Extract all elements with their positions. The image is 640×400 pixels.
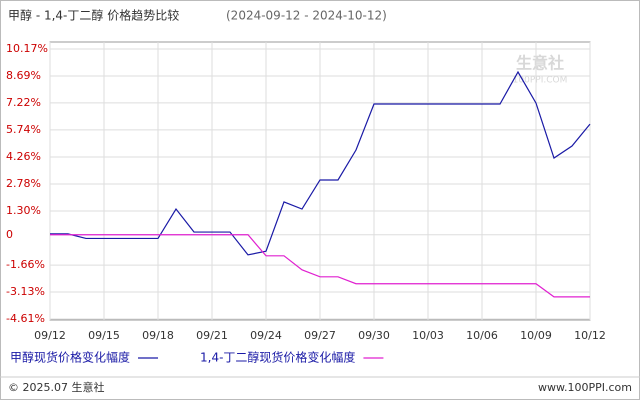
series-line: [50, 70, 591, 256]
footer-left: © 2025.07 生意社: [8, 380, 104, 394]
y-tick-label: -3.13%: [6, 285, 45, 298]
legend-label: 1,4-丁二醇现货价格变化幅度: [200, 350, 355, 365]
y-tick-label: 7.22%: [6, 96, 41, 109]
x-tick-label: 10/09: [520, 329, 552, 342]
chart-title: 甲醇 - 1,4-丁二醇 价格趋势比较: [8, 8, 179, 23]
x-tick-label: 09/30: [358, 329, 390, 342]
y-tick-label: 5.74%: [6, 123, 41, 136]
x-tick-label: 09/27: [304, 329, 336, 342]
y-tick-label: 8.69%: [6, 69, 41, 82]
footer-right: www.100PPI.com: [538, 381, 632, 394]
watermark: 100PPI.COM: [513, 76, 568, 86]
legend-label: 甲醇现货价格变化幅度: [10, 350, 130, 365]
chart-subtitle: (2024-09-12 - 2024-10-12): [226, 9, 387, 23]
watermark: 生意社: [516, 54, 564, 73]
x-tick-label: 09/18: [142, 329, 174, 342]
y-tick-label: 4.26%: [6, 150, 41, 163]
x-tick-label: 10/12: [574, 329, 606, 342]
x-tick-label: 09/15: [88, 329, 120, 342]
y-tick-label: 10.17%: [6, 42, 48, 55]
y-tick-label: 0: [6, 228, 13, 241]
x-tick-label: 10/03: [412, 329, 444, 342]
y-tick-label: -4.61%: [6, 312, 45, 325]
y-tick-label: 2.78%: [6, 177, 41, 190]
x-tick-label: 09/21: [196, 329, 228, 342]
series-line: [50, 234, 590, 298]
x-tick-label: 10/06: [466, 329, 498, 342]
y-tick-label: -1.66%: [6, 258, 45, 271]
y-tick-label: 1.30%: [6, 204, 41, 217]
x-tick-label: 09/24: [250, 329, 282, 342]
x-tick-label: 09/12: [34, 329, 66, 342]
